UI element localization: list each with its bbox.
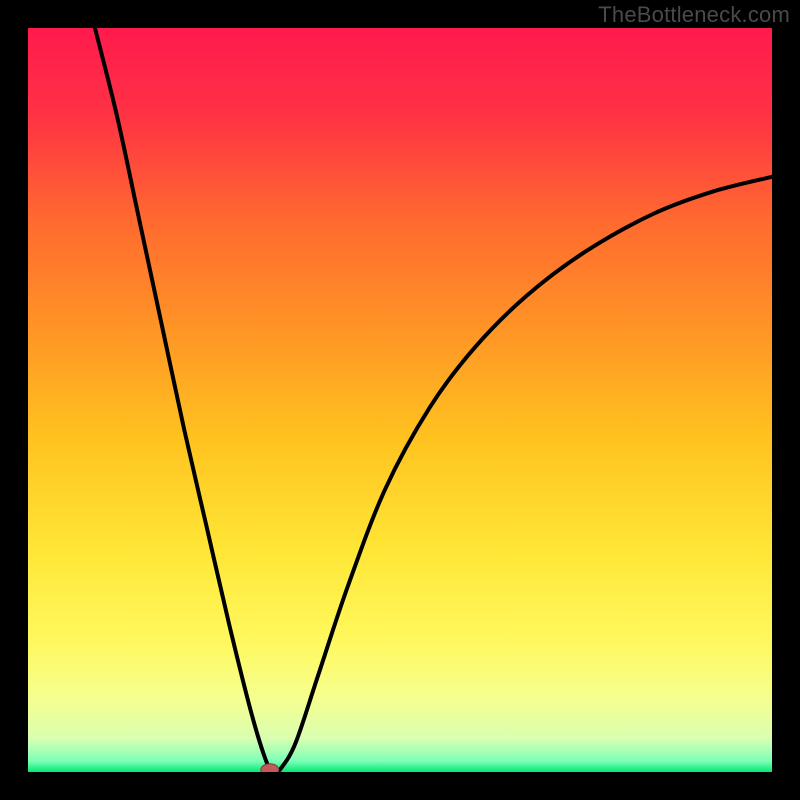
chart-stage: TheBottleneck.com [0,0,800,800]
gradient-panel [28,28,772,772]
bottleneck-chart [0,0,800,800]
